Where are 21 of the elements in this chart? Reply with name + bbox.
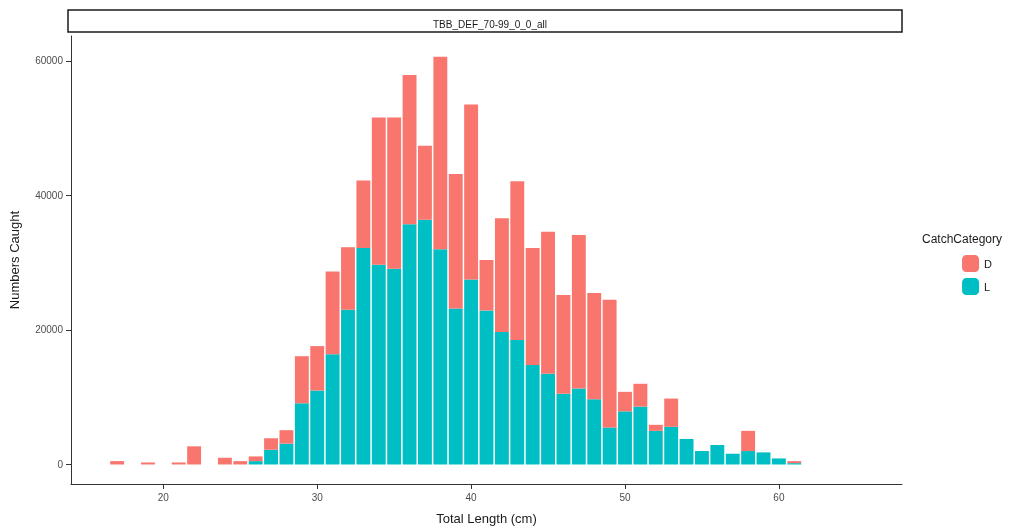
x-tick-label: 50 xyxy=(619,491,631,503)
x-tick-label: 30 xyxy=(311,491,324,503)
legend-title: CatchCategory xyxy=(922,232,1003,246)
x-tick-label: 40 xyxy=(465,491,478,503)
bar xyxy=(479,310,494,465)
x-tick-label: 60 xyxy=(773,491,785,503)
legend-label: L xyxy=(984,280,991,293)
x-axis-title: Total Length (cm) xyxy=(436,511,537,526)
bar xyxy=(248,456,263,462)
bar xyxy=(479,260,494,311)
legend-label: D xyxy=(984,257,993,270)
y-tick-label: 40000 xyxy=(35,189,64,201)
y-tick-label: 20000 xyxy=(35,324,64,336)
bar xyxy=(741,430,756,452)
bar xyxy=(140,462,155,465)
y-tick-label: 0 xyxy=(57,458,64,470)
bar xyxy=(756,452,771,465)
y-tick-label: 60000 xyxy=(35,55,64,67)
chart-title: TBB_DEF_70-99_0_0_all xyxy=(433,18,547,30)
x-tick-label: 20 xyxy=(157,491,170,503)
y-axis-title: Numbers Caught xyxy=(7,210,22,310)
